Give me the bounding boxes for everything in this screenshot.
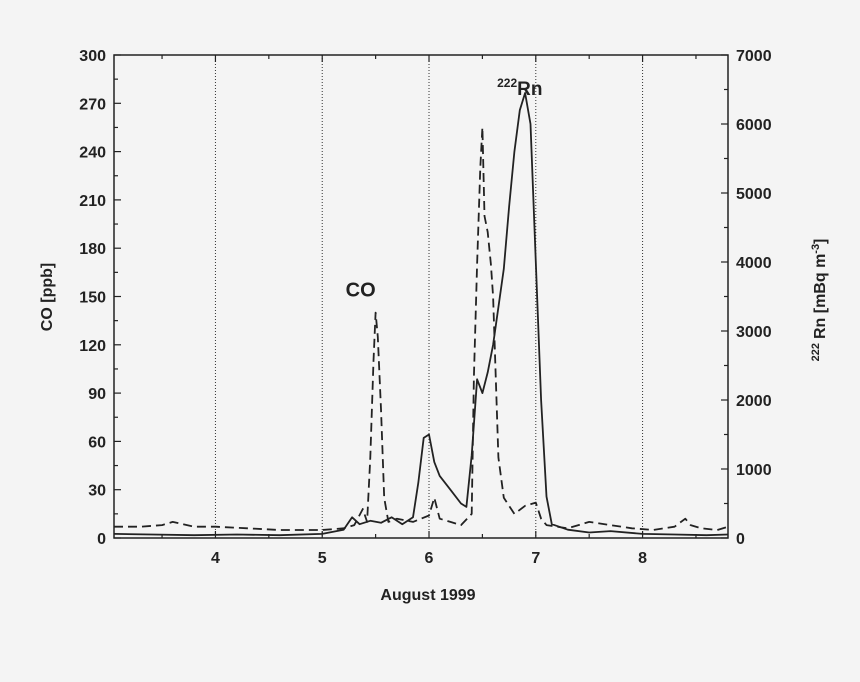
- y-right-tick-label: 1000: [736, 462, 772, 479]
- x-tick-label: 4: [211, 550, 220, 567]
- axes: 4 5 6 7 803060901201501802102402703000100020…: [79, 48, 771, 567]
- y-left-tick-label: 120: [79, 338, 106, 355]
- x-axis-label: August 1999: [380, 587, 475, 604]
- grid-lines: [214, 55, 644, 538]
- y-right-tick-label: 2000: [736, 393, 772, 410]
- y-left-tick-label: 300: [79, 48, 106, 65]
- y-left-tick-label: 90: [88, 386, 106, 403]
- y-right-tick-label: 4000: [736, 255, 772, 272]
- x-tick-label: 8: [638, 550, 647, 567]
- plot-area: [113, 92, 729, 537]
- y-axis-right-label-prefix: 222: [810, 343, 822, 361]
- rn-annotation-superscript: 222: [497, 76, 517, 90]
- y-left-tick-label: 180: [79, 241, 106, 258]
- rn-annotation: 222Rn: [497, 76, 542, 100]
- y-axis-right-label-suffix: ]: [812, 239, 829, 244]
- y-right-tick-label: 5000: [736, 186, 772, 203]
- x-tick-label: 5: [318, 550, 327, 567]
- y-right-tick-label: 3000: [736, 324, 772, 341]
- y-right-tick-label: 7000: [736, 48, 772, 65]
- y-left-tick-label: 270: [79, 96, 106, 113]
- rn-annotation-text: Rn: [517, 79, 542, 100]
- annotations: CO 222Rn: [346, 76, 543, 302]
- y-left-tick-label: 240: [79, 145, 106, 162]
- y-left-tick-label: 0: [97, 531, 106, 548]
- svg-text:222Rn [mBq m-3]: 222 Rn [mBq m-3]: [810, 239, 829, 362]
- y-left-tick-label: 60: [88, 434, 106, 451]
- y-left-tick-label: 30: [88, 483, 106, 500]
- y-left-tick-label: 210: [79, 193, 106, 210]
- y-axis-right-label-exponent: -3: [810, 244, 822, 254]
- rn-series-line: [113, 92, 729, 537]
- x-tick-label: 7: [531, 550, 540, 567]
- co-annotation: CO: [346, 280, 376, 302]
- y-right-tick-label: 0: [736, 531, 745, 548]
- co-series-line: [114, 126, 729, 531]
- y-axis-right-label-main: Rn [mBq m: [812, 254, 829, 339]
- x-tick-label: 6: [425, 550, 434, 567]
- y-axis-right-label: 222 Rn [mBq m-3]: [810, 239, 829, 362]
- y-right-tick-label: 6000: [736, 117, 772, 134]
- y-axis-left-label: CO [ppb]: [39, 263, 56, 331]
- y-left-tick-label: 150: [79, 290, 106, 307]
